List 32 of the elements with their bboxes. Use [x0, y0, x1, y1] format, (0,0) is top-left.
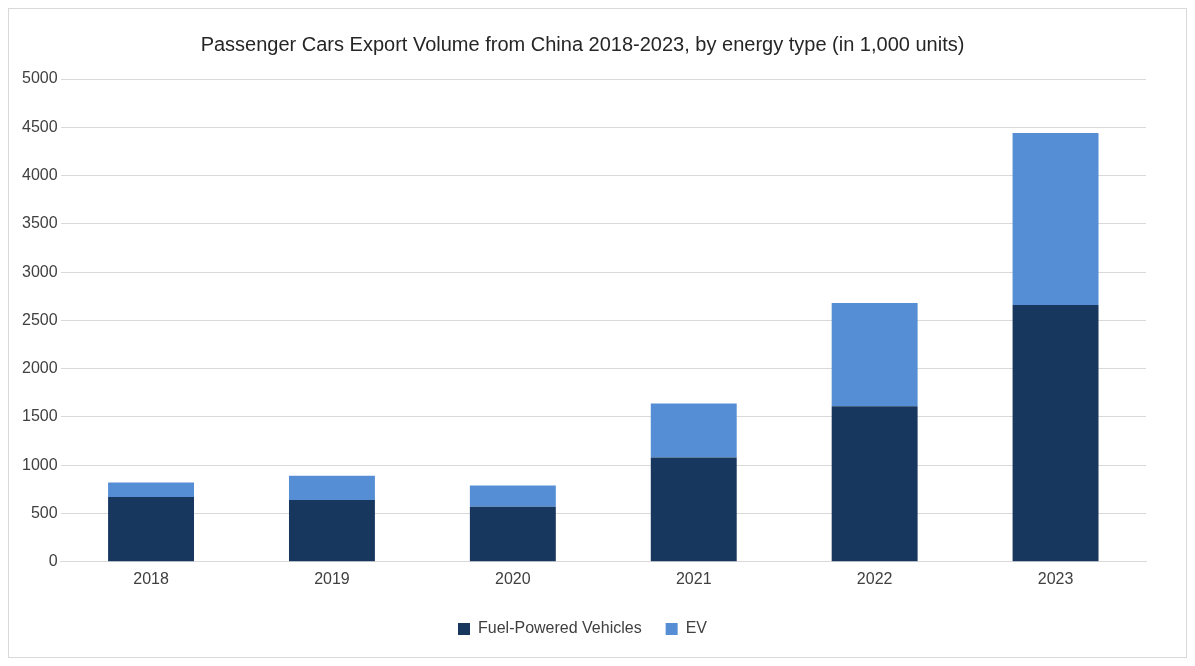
x-tick-label: 2023: [1037, 569, 1074, 587]
legend-label: EV: [685, 619, 708, 637]
y-tick-label: 3000: [22, 262, 58, 280]
bar: [650, 457, 737, 562]
bar: [288, 475, 375, 500]
bar: [469, 485, 556, 507]
x-tick-label: 2018: [133, 569, 169, 587]
y-tick-label: 500: [30, 503, 58, 521]
bar: [1012, 133, 1099, 305]
x-tick-label: 2019: [314, 569, 350, 587]
y-tick-label: 2000: [22, 359, 58, 377]
y-tick-label: 1000: [22, 455, 58, 473]
y-tick-label: 1500: [22, 407, 58, 425]
bar: [108, 497, 195, 562]
y-tick-label: 4000: [22, 165, 58, 183]
bar: [650, 403, 737, 458]
bar: [1012, 304, 1099, 562]
x-tick-label: 2022: [856, 569, 893, 587]
y-tick-label: 2500: [22, 310, 58, 328]
legend-label: Fuel-Powered Vehicles: [478, 619, 642, 637]
x-tick-label: 2021: [675, 569, 712, 587]
bar: [831, 303, 918, 407]
y-tick-label: 0: [48, 552, 58, 570]
y-tick-label: 3500: [22, 214, 58, 232]
x-tick-label: 2020: [495, 569, 531, 587]
bar: [831, 406, 918, 562]
bar: [288, 500, 375, 562]
bar: [469, 506, 556, 562]
y-tick-label: 5000: [22, 69, 58, 87]
chart-title: Passenger Cars Export Volume from China 2018-2023, by energy type (in 1,000 units): [200, 32, 965, 55]
y-tick-label: 4500: [22, 117, 58, 135]
bar: [108, 482, 195, 498]
